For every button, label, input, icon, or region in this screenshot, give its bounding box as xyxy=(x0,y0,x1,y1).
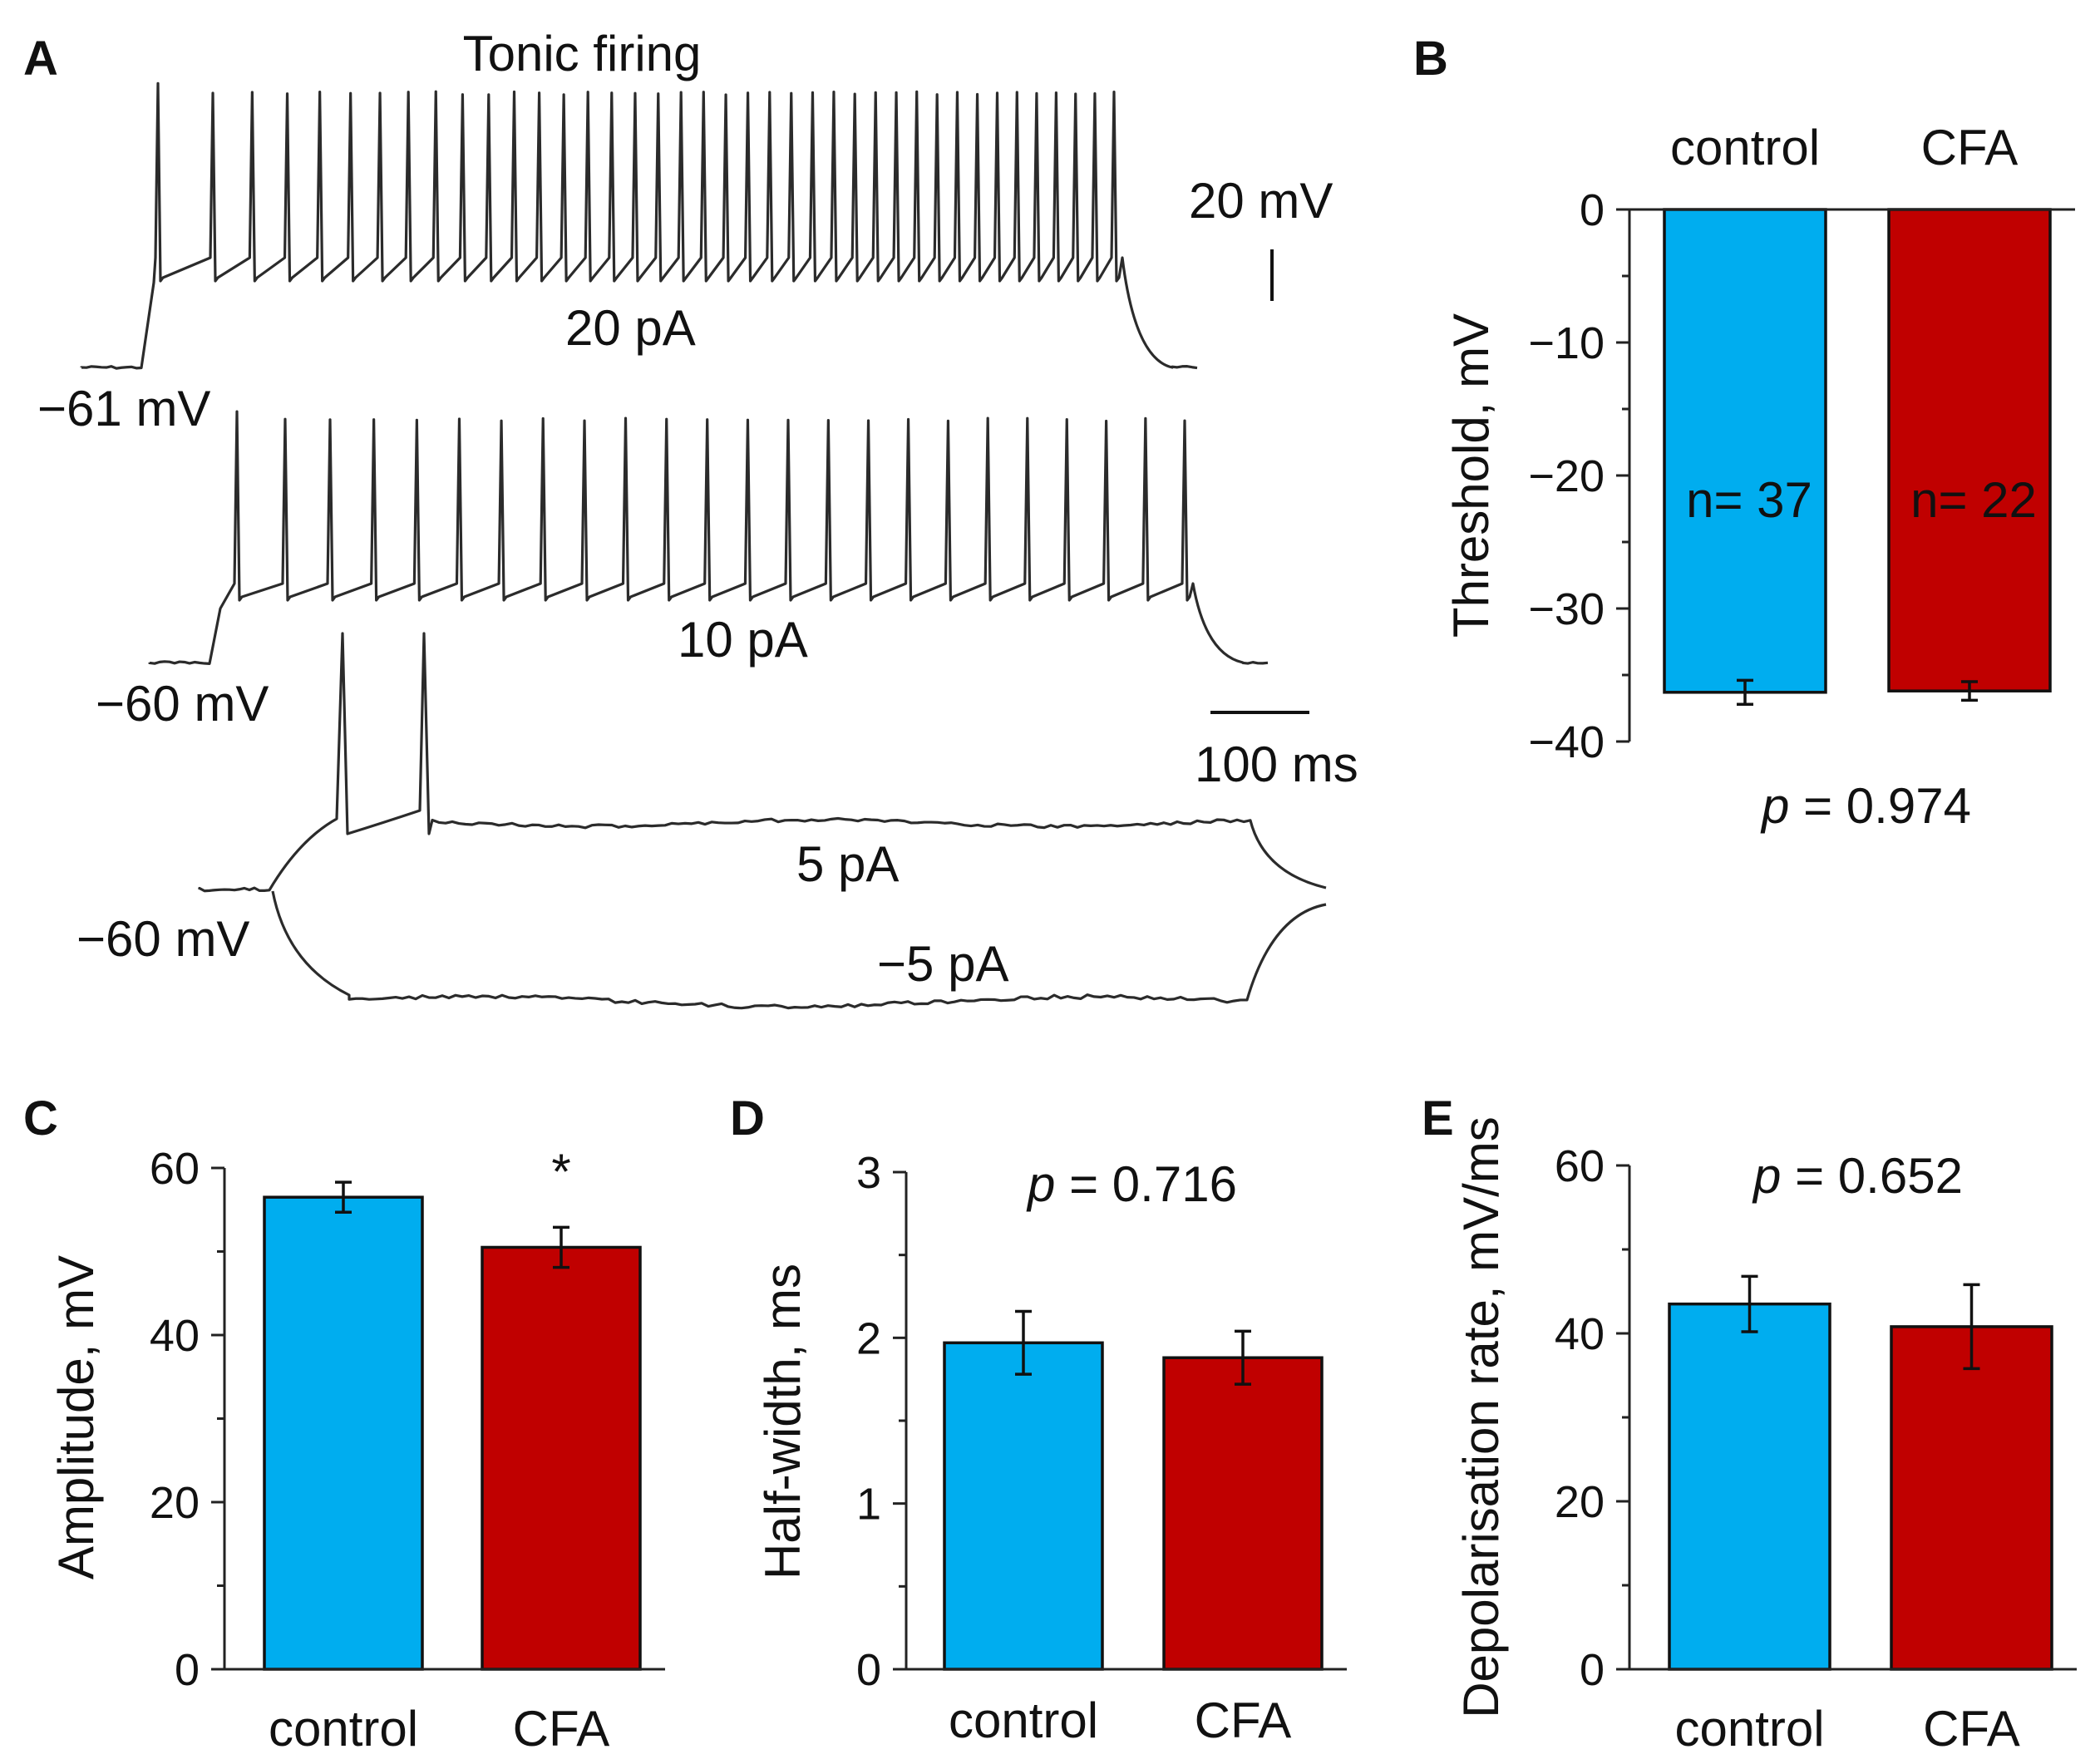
scale-label-time: 100 ms xyxy=(1195,737,1358,792)
n-label-cfa: n= 22 xyxy=(1910,472,2037,528)
y-tick-label: 1 xyxy=(856,1480,881,1530)
y-axis-label: Threshold, mV xyxy=(1443,313,1499,638)
y-tick-label: 0 xyxy=(856,1645,881,1695)
y-tick-label: 60 xyxy=(150,1144,200,1194)
panel-d: D 0 1 2 3 Half-width, ms control CFA p = 0.716 xyxy=(730,1091,1347,1748)
category-label-control: control xyxy=(1670,120,1820,175)
scale-label-voltage: 20 mV xyxy=(1189,173,1333,229)
resting-label-61mv: −61 mV xyxy=(37,381,210,436)
y-tick-label: 0 xyxy=(1580,1645,1605,1695)
y-tick-label: 40 xyxy=(1555,1309,1605,1359)
y-tick-label: 20 xyxy=(1555,1477,1605,1527)
bar-cfa xyxy=(1890,1325,2053,1671)
chart-half-width: 0 1 2 3 Half-width, ms control CFA p = 0.716 xyxy=(755,1148,1347,1748)
y-tick-label: −30 xyxy=(1528,584,1605,634)
panel-a-letter: A xyxy=(23,32,58,86)
y-tick-label: 0 xyxy=(175,1645,200,1695)
panel-a: A Tonic firing 20 pA −61 mV 10 pA −60 mV… xyxy=(23,26,1358,1010)
category-label-cfa: CFA xyxy=(1923,1701,2020,1757)
bar-control xyxy=(263,1195,424,1671)
category-label-control: control xyxy=(269,1701,418,1757)
y-tick-label: 60 xyxy=(1555,1141,1605,1191)
bar-control xyxy=(1663,208,1827,694)
stimulus-label-minus-5pa: −5 pA xyxy=(877,936,1008,992)
y-tick-label: 3 xyxy=(856,1148,881,1198)
bar-control xyxy=(1668,1302,1831,1671)
bar-cfa xyxy=(1887,208,2052,692)
panel-b-letter: B xyxy=(1413,32,1448,86)
y-tick-label: −40 xyxy=(1528,717,1605,767)
bar-control xyxy=(943,1341,1104,1671)
resting-label-60mv-2: −60 mV xyxy=(76,911,249,967)
y-tick-label: 40 xyxy=(150,1311,200,1361)
chart-depolarisation-rate: 0 20 40 60 Depolarisation rate, mV/ms control… xyxy=(1453,1116,2077,1757)
y-tick-label: 20 xyxy=(150,1478,200,1528)
category-label-control: control xyxy=(949,1693,1098,1748)
bar-cfa xyxy=(481,1245,642,1671)
p-number: = 0.716 xyxy=(1055,1156,1237,1212)
category-label-cfa: CFA xyxy=(1195,1693,1292,1748)
p-number: = 0.652 xyxy=(1781,1148,1963,1204)
resting-label-60mv-1: −60 mV xyxy=(96,676,269,732)
y-tick-label: 0 xyxy=(1580,185,1605,235)
stimulus-label-5pa: 5 pA xyxy=(796,836,899,892)
trace-20pa xyxy=(80,81,1198,370)
y-axis-label: Amplitude, mV xyxy=(48,1255,104,1579)
y-tick-label: 2 xyxy=(856,1313,881,1363)
p-value: p = 0.974 xyxy=(1760,778,1971,834)
panel-c: C 0 20 40 60 Amplitude, mV control CFA * xyxy=(23,1091,665,1757)
panel-c-letter: C xyxy=(23,1091,58,1146)
trace-minus-5pa xyxy=(271,890,1327,1010)
y-tick-label: −20 xyxy=(1528,451,1605,501)
y-axis-label: Half-width, ms xyxy=(755,1264,811,1579)
category-label-cfa: CFA xyxy=(1921,120,2019,175)
stimulus-label-10pa: 10 pA xyxy=(678,612,808,668)
chart-amplitude: 0 20 40 60 Amplitude, mV control CFA * xyxy=(48,1144,665,1757)
p-symbol: p xyxy=(1760,778,1789,834)
stimulus-label-20pa: 20 pA xyxy=(565,300,696,356)
panel-b: B 0 −10 −20 −30 −40 Threshold, mV control CFA n=… xyxy=(1413,32,2075,834)
p-value: p = 0.716 xyxy=(1026,1156,1237,1212)
panel-d-letter: D xyxy=(730,1091,765,1146)
n-label-control: n= 37 xyxy=(1686,472,1812,528)
p-number: = 0.974 xyxy=(1789,778,1971,834)
y-axis-label: Depolarisation rate, mV/ms xyxy=(1453,1116,1509,1718)
trace-5pa xyxy=(198,632,1327,893)
p-symbol: p xyxy=(1752,1148,1781,1204)
chart-threshold: 0 −10 −20 −30 −40 Threshold, mV control CFA n= 3… xyxy=(1443,120,2075,834)
y-tick-label: −10 xyxy=(1528,318,1605,368)
p-symbol: p xyxy=(1026,1156,1055,1212)
p-value: p = 0.652 xyxy=(1752,1148,1963,1204)
significance-marker: * xyxy=(551,1144,570,1200)
category-label-cfa: CFA xyxy=(513,1701,610,1757)
panel-e: E 0 20 40 60 Depolarisation rate, mV/ms contr… xyxy=(1422,1091,2077,1757)
category-label-control: control xyxy=(1674,1701,1824,1757)
trace-10pa xyxy=(148,410,1269,665)
panel-a-title: Tonic firing xyxy=(463,26,702,81)
bar-cfa xyxy=(1162,1356,1324,1671)
panel-e-letter: E xyxy=(1422,1091,1454,1146)
